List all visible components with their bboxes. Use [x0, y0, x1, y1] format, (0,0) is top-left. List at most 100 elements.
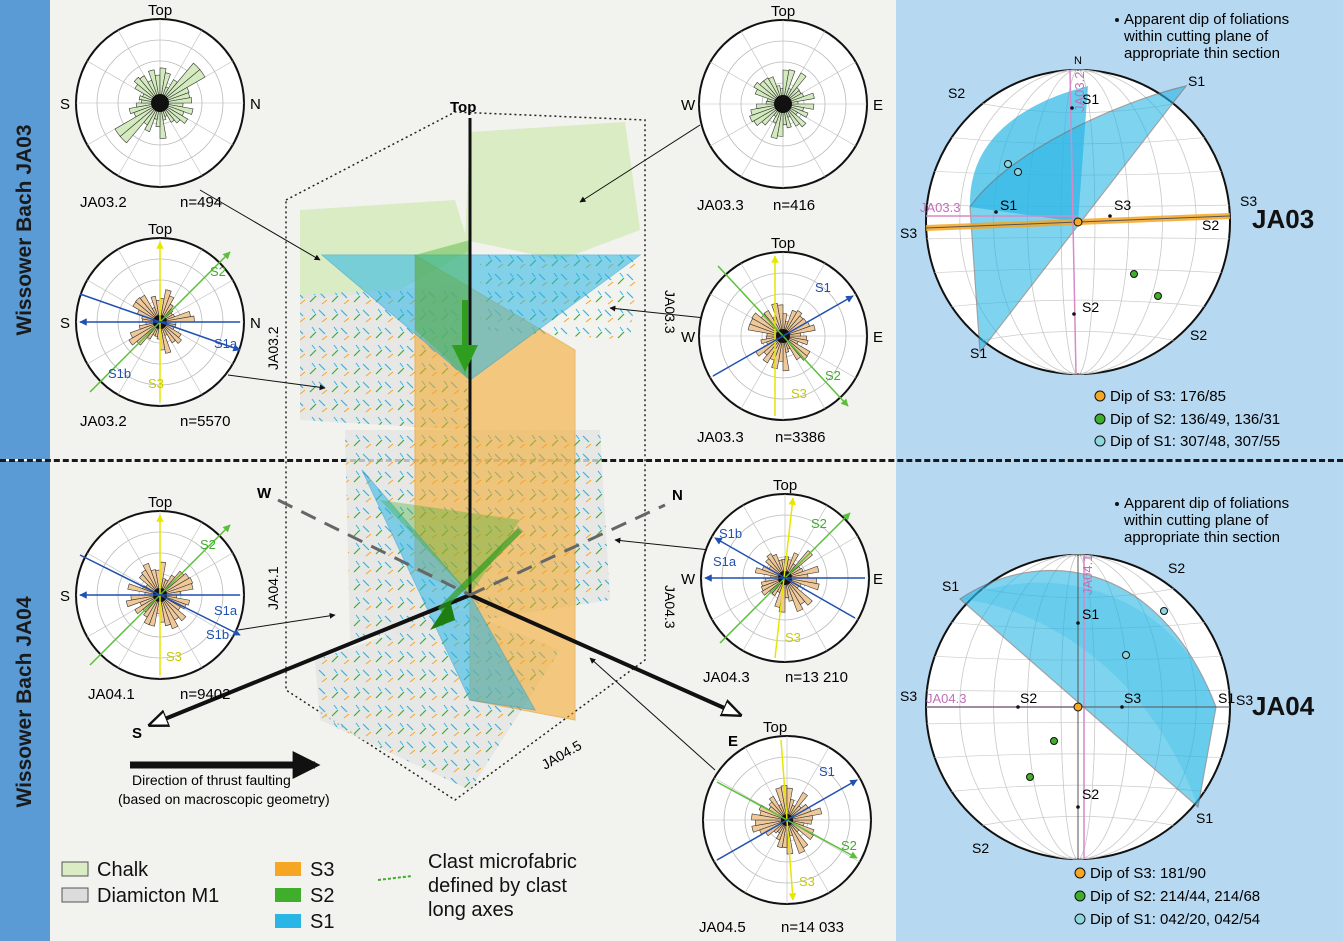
net-dip-s3: Dip of S3: 181/90 [1090, 865, 1206, 882]
rose-petal [786, 791, 808, 821]
rose-s1b-label: S1b [719, 526, 742, 541]
net-s3-mid: S3 [1124, 690, 1141, 706]
rose-petal [139, 294, 161, 323]
net-small-circle [926, 237, 1230, 240]
rose-petal [749, 103, 784, 123]
net-s2-east: S2 [1202, 217, 1219, 233]
rose-s1a-label: S1a [214, 603, 238, 618]
legend-diamicton: Diamicton M1 [97, 885, 219, 907]
rose-s3-label: S3 [791, 386, 807, 401]
rose-name: JA03.3 [697, 197, 744, 214]
net-north: N [1074, 55, 1082, 67]
net-s1-upper: S1 [1082, 91, 1099, 107]
net-s3-west: S3 [900, 688, 917, 704]
section-divider [0, 459, 1343, 462]
net-label: JA03 [1252, 204, 1314, 234]
block-e-label: E [728, 733, 738, 750]
rose-s1a-label: S1a [713, 554, 737, 569]
rose-right-label: N [250, 315, 261, 332]
thrust-caption-line2: (based on macroscopic geometry) [118, 791, 330, 807]
south-axis [150, 593, 471, 725]
rose-top-label: Top [148, 2, 172, 19]
rose-ja04-3-diamicton: Top W E S1b S1a S2 S3 JA04.3 n=13 210 [681, 477, 883, 686]
net-dip-s1: Dip of S1: 042/20, 042/54 [1090, 911, 1260, 928]
rose-count: n=494 [180, 194, 222, 211]
net-s1-nw: S1 [942, 578, 959, 594]
chalk-region-left [300, 200, 470, 300]
rose-top-label: Top [148, 494, 172, 511]
net-small-circle [982, 331, 1174, 341]
rose-petal [784, 577, 813, 606]
net-section-b: JA04.1 [1080, 555, 1095, 595]
rose-petal [762, 335, 784, 364]
block-w-label: W [257, 485, 272, 502]
leader-r3 [579, 124, 701, 203]
net-note-3: appropriate thin section [1124, 529, 1280, 546]
rose-petal [766, 553, 786, 579]
rose-petal [786, 819, 806, 854]
net-section-a: JA03.3 [920, 200, 960, 215]
rose-s3-label: S3 [799, 874, 815, 889]
s1-plane-upper [320, 254, 642, 381]
legend-clast-1: Clast microfabric [428, 851, 577, 873]
rose-s3-label: S3 [148, 376, 164, 391]
stereonet-ja04: S2 S1 S1 S2 S3 S1 S3 S3 S2 S1 S2 JA04.3 … [900, 554, 1315, 860]
rose-top-label: Top [773, 477, 797, 494]
west-axis [277, 498, 471, 597]
rose-petal [782, 310, 803, 337]
s2-lower-arrow-head [430, 600, 455, 630]
net-s1-upper: S1 [1082, 606, 1099, 622]
rose-s1-label: S1 [819, 764, 835, 779]
block-section-ja033: JA03.3 [662, 290, 678, 334]
rose-petal [114, 102, 161, 137]
rose-petal [784, 577, 804, 613]
rose-s1a-label: S1a [214, 336, 238, 351]
rose-petal [761, 577, 786, 596]
net-s2-sw: S2 [972, 840, 989, 856]
east-axis [469, 593, 740, 715]
rose-right-label: E [873, 571, 883, 588]
rose-petal [159, 577, 194, 596]
rose-s2-label: S2 [210, 264, 226, 279]
rose-name: JA04.5 [699, 919, 746, 936]
rose-petal [782, 335, 802, 361]
rose-left-label: S [60, 315, 70, 332]
rose-right-label: E [873, 97, 883, 114]
rose-ja04-5-diamicton: Top S1 S2 S3 JA04.5 n=14 033 [699, 719, 872, 936]
rose-count: n=3386 [775, 429, 825, 446]
rose-s1b-label: S1b [206, 627, 229, 642]
rose-petal [768, 795, 788, 821]
rose-s2-label: S2 [200, 537, 216, 552]
rose-left-label: W [681, 571, 696, 588]
rose-ja03-2-chalk: Top S N JA03.2 n=494 [60, 2, 261, 211]
rose-petal [786, 807, 823, 821]
rose-petal [159, 594, 172, 627]
rose-s3-label: S3 [166, 649, 182, 664]
rose-count: n=13 210 [785, 669, 848, 686]
block-section-ja032: JA03.2 [265, 326, 281, 370]
net-s1-east: S1 [1218, 690, 1235, 706]
legend-s3: S3 [310, 859, 334, 881]
net-dip-s1: Dip of S1: 307/48, 307/55 [1110, 433, 1280, 450]
leader-r7 [589, 657, 716, 771]
net-s3-west: S3 [900, 225, 917, 241]
leader-r5 [237, 612, 336, 631]
net-section-a: JA04.3 [926, 691, 966, 706]
legend-swatch-s1 [275, 914, 301, 928]
rose-petal [134, 594, 161, 615]
net-great-circle [959, 69, 1197, 375]
rose-petal [782, 335, 790, 372]
rose-count: n=14 033 [781, 919, 844, 936]
leader-r4 [609, 305, 706, 319]
rose-ja03-3-diamicton: Top W E S1 S2 S3 JA03.3 n=3386 [681, 235, 883, 446]
rose-petal [129, 321, 161, 339]
rose-top-label: Top [763, 719, 787, 736]
net-note-1: Apparent dip of foliations [1124, 495, 1289, 512]
rose-name: JA03.2 [80, 194, 127, 211]
s2-arrow-head [452, 345, 478, 372]
s2-lower-arrow-shaft [437, 527, 523, 613]
rose-petal [777, 304, 784, 337]
net-s2-se: S2 [1190, 327, 1207, 343]
rose-right-label: N [250, 96, 261, 113]
